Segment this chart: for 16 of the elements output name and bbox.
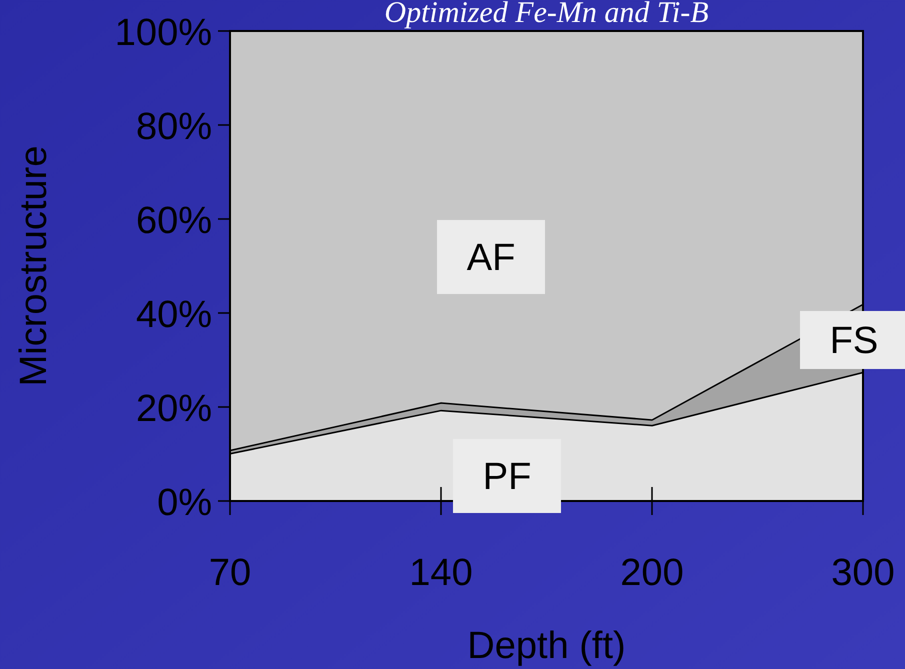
chart-title: Optimized Fe-Mn and Ti-B — [384, 0, 709, 29]
legend-label: PF — [482, 456, 532, 498]
y-tick-label: 40% — [136, 294, 212, 336]
y-axis-title: Microstructure — [13, 146, 55, 386]
y-tick-label: 100% — [114, 12, 212, 54]
x-tick-label: 70 — [208, 552, 252, 594]
y-tick-label: 80% — [136, 106, 212, 148]
x-tick-label: 300 — [831, 552, 895, 594]
y-tick-label: 60% — [136, 200, 212, 242]
y-tick-label: 0% — [157, 482, 212, 524]
x-axis-title: Depth (ft) — [467, 625, 626, 667]
series-label: AF — [466, 237, 516, 279]
y-tick-label: 20% — [136, 388, 212, 430]
x-tick-label: 140 — [409, 552, 473, 594]
series-label: FS — [830, 320, 878, 362]
x-tick-label: 200 — [620, 552, 684, 594]
